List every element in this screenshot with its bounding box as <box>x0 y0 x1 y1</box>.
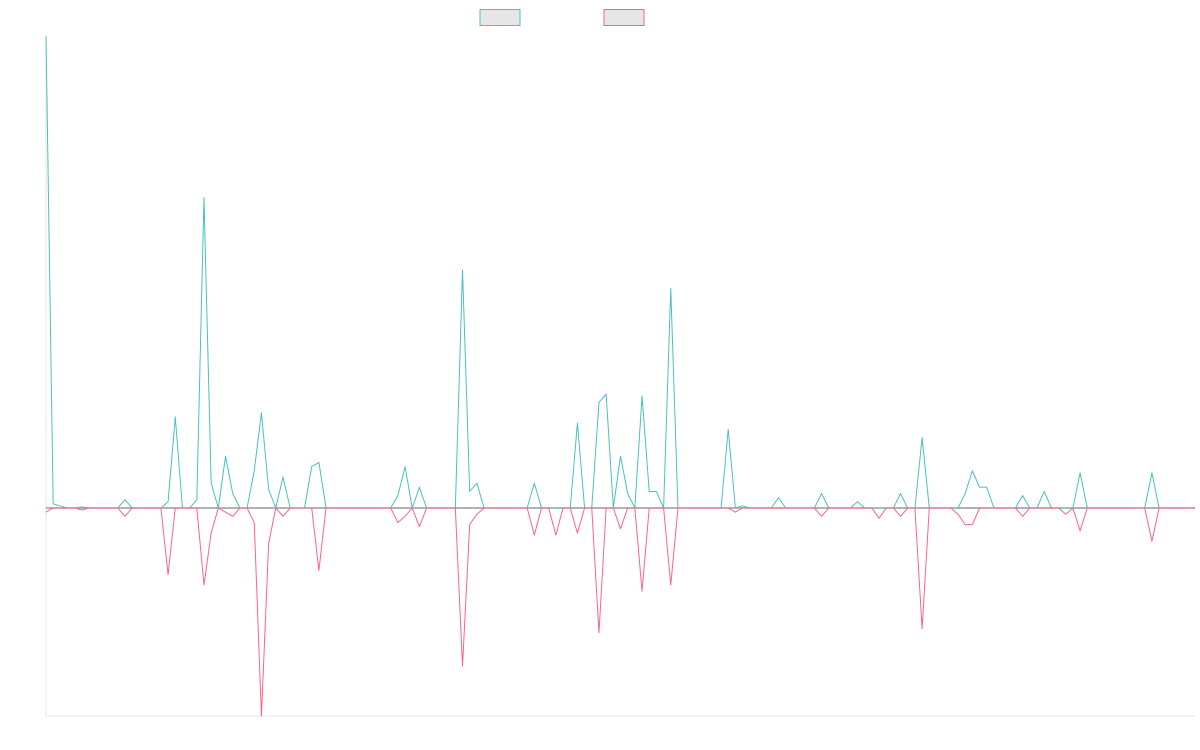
axes <box>45 36 1195 717</box>
legend-swatch-2 <box>603 9 645 26</box>
plot-area <box>45 35 1195 717</box>
series-line-2 <box>45 507 1195 717</box>
legend <box>479 9 645 26</box>
series-line-1 <box>45 35 1195 509</box>
legend-swatch-1 <box>479 9 521 26</box>
